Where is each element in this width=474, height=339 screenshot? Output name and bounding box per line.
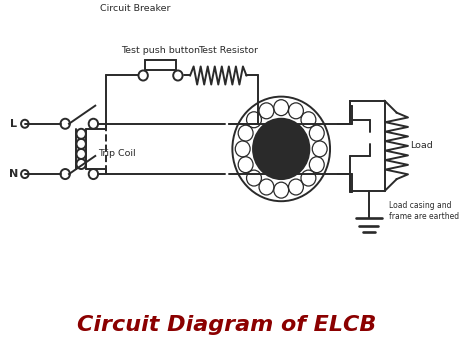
Text: Trip Coil: Trip Coil (98, 149, 136, 158)
Text: L: L (10, 119, 17, 129)
Text: Circuit Breaker: Circuit Breaker (100, 4, 171, 13)
Text: N: N (9, 169, 18, 179)
Circle shape (253, 119, 310, 179)
Text: Load casing and
frame are earthed: Load casing and frame are earthed (389, 201, 459, 221)
Text: Test Resistor: Test Resistor (198, 46, 258, 55)
Bar (145, 60, 176, 71)
Text: Test push button: Test push button (121, 46, 200, 55)
Text: Circuit Diagram of ELCB: Circuit Diagram of ELCB (77, 315, 376, 335)
Text: Load: Load (410, 141, 433, 151)
